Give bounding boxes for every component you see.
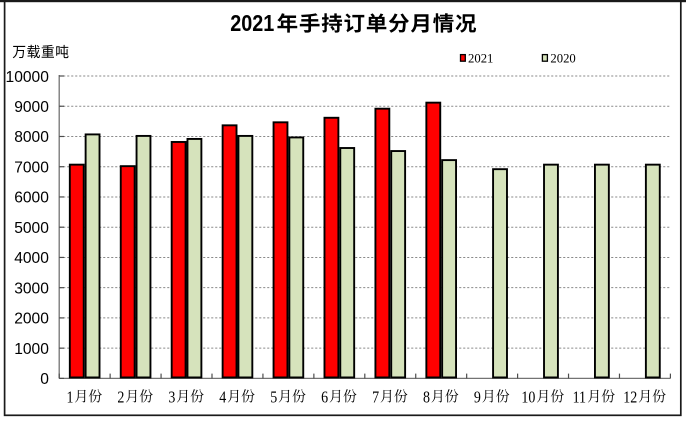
svg-text:6000: 6000 xyxy=(14,190,49,207)
svg-text:12: 12 xyxy=(623,388,637,407)
svg-text:1000: 1000 xyxy=(14,341,49,358)
svg-text:11: 11 xyxy=(573,388,586,407)
svg-text:3000: 3000 xyxy=(14,280,49,297)
svg-text:6: 6 xyxy=(321,388,328,407)
svg-text:9: 9 xyxy=(474,388,481,407)
svg-text:8: 8 xyxy=(423,388,430,407)
svg-text:2021: 2021 xyxy=(468,51,493,65)
svg-text:2: 2 xyxy=(117,388,124,407)
svg-text:2021: 2021 xyxy=(230,9,274,36)
svg-text:4000: 4000 xyxy=(14,250,49,267)
svg-text:3: 3 xyxy=(168,388,175,407)
svg-text:0: 0 xyxy=(40,371,49,388)
svg-text:9000: 9000 xyxy=(14,99,49,116)
svg-text:2020: 2020 xyxy=(550,51,575,65)
svg-text:1: 1 xyxy=(66,388,73,407)
svg-text:10: 10 xyxy=(521,388,535,407)
svg-text:5: 5 xyxy=(270,388,277,407)
svg-text:2000: 2000 xyxy=(14,311,49,328)
svg-text:7: 7 xyxy=(372,388,379,407)
svg-text:4: 4 xyxy=(219,388,226,407)
svg-text:7000: 7000 xyxy=(14,159,49,176)
svg-text:10000: 10000 xyxy=(6,69,50,86)
svg-text:5000: 5000 xyxy=(14,220,49,237)
svg-text:8000: 8000 xyxy=(14,129,49,146)
